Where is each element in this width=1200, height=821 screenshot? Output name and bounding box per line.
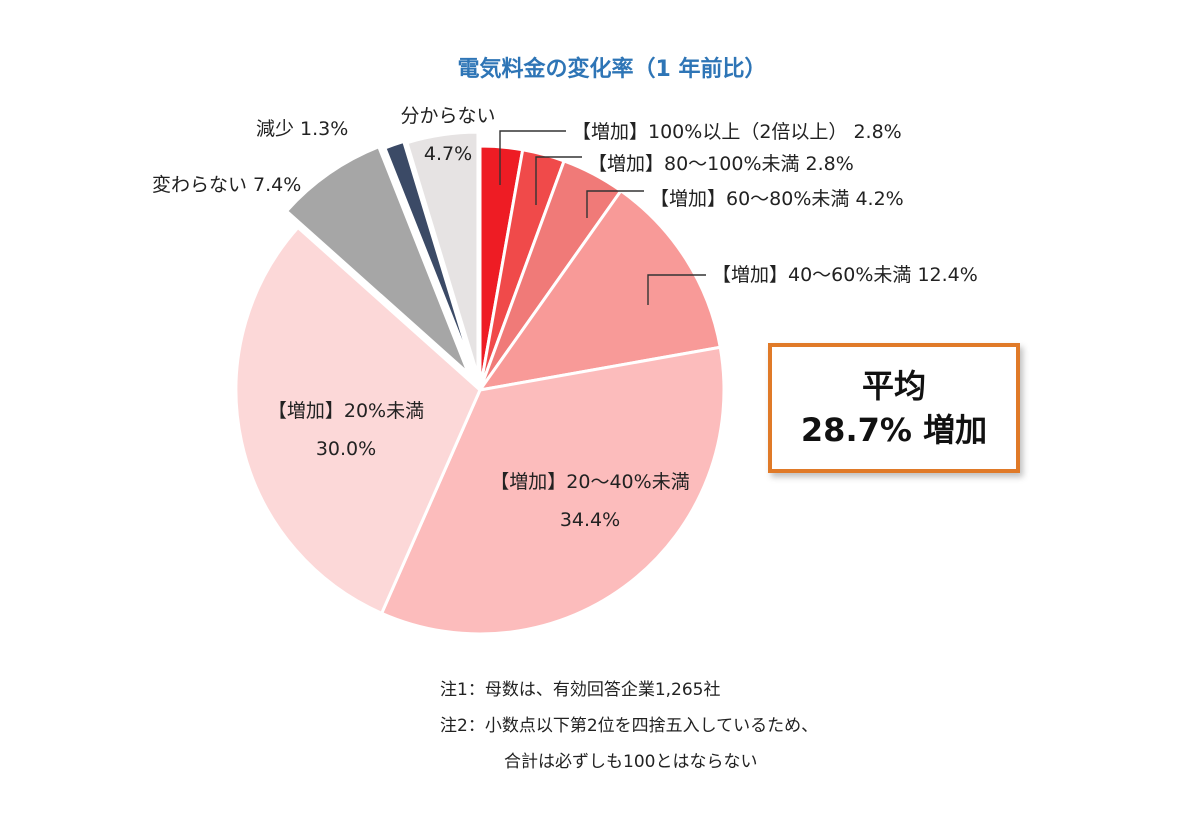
slice-labels: 【増加】100%以上（2倍以上） 2.8% 【増加】80～100%未満 2.8% 【… <box>152 105 978 531</box>
slice-label-2: 【増加】80～100%未満 2.8% <box>588 153 854 175</box>
leader-line-4 <box>647 274 706 305</box>
slice-label-5: 【増加】20～40%未満 <box>490 471 689 493</box>
slice-label-8: 減少 1.3% <box>256 118 348 140</box>
leader-line-1 <box>499 130 566 185</box>
note-2: 注2：小数点以下第2位を四捨五入しているため、 <box>440 716 819 736</box>
average-box: 平均 28.7% 増加 <box>768 343 1020 473</box>
pie-slice-6 <box>234 225 482 616</box>
slice-label-7: 変わらない 7.4% <box>152 174 301 196</box>
chart-title: 電気料金の変化率（1 年前比） <box>458 56 767 82</box>
average-label: 平均 <box>861 367 926 405</box>
footnotes: 注1：母数は、有効回答企業1,265社 注2：小数点以下第2位を四捨五入している… <box>440 672 818 780</box>
slice-label-3: 【増加】60～80%未満 4.2% <box>650 188 904 210</box>
slice-label-1: 【増加】100%以上（2倍以上） 2.8% <box>572 121 902 143</box>
slice-label-6: 【増加】20%未満 <box>268 400 424 422</box>
slice-label-4: 【増加】40～60%未満 12.4% <box>712 264 978 286</box>
slice-value-5: 34.4% <box>560 509 620 531</box>
pie-slices <box>234 130 726 636</box>
pie-slice-9 <box>405 130 480 377</box>
slice-value-9: 4.7% <box>424 143 472 165</box>
pie-slice-4 <box>476 188 722 393</box>
leader-line-3 <box>586 190 644 218</box>
pie-slice-7 <box>284 144 470 375</box>
note-1: 注1：母数は、有効回答企業1,265社 <box>440 680 721 700</box>
average-value: 28.7% 増加 <box>800 411 988 449</box>
pie-slice-8 <box>382 139 477 376</box>
slice-label-9: 分からない <box>400 105 495 127</box>
note-2-continued: 合計は必ずしも100とはならない <box>504 752 758 772</box>
leader-line-2 <box>535 156 582 205</box>
slice-value-6: 30.0% <box>316 438 376 460</box>
leader-lines <box>499 130 706 305</box>
